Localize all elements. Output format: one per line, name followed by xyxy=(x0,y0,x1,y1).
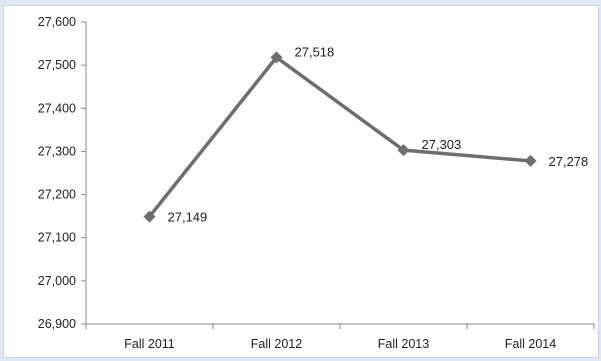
line-chart: 26,900 27,000 27,100 27,200 27,300 27,400 27,5… xyxy=(38,15,595,351)
data-point-marker xyxy=(524,154,537,167)
data-point-marker xyxy=(270,51,283,64)
y-tick-label: 27,100 xyxy=(38,231,76,245)
y-axis-ticks: 26,900 27,000 27,100 27,200 27,300 27,400 27,5… xyxy=(38,15,86,331)
series-line-path xyxy=(148,55,531,218)
x-tick-label: Fall 2012 xyxy=(251,337,302,351)
y-tick-label: 27,200 xyxy=(38,188,76,202)
x-tick-label: Fall 2013 xyxy=(378,337,429,351)
data-label: 27,278 xyxy=(549,154,589,169)
x-tick-label: Fall 2011 xyxy=(124,337,175,351)
y-tick-label: 27,000 xyxy=(38,274,76,288)
data-label: 27,303 xyxy=(422,137,462,152)
series-line xyxy=(148,55,531,218)
y-tick-label: 27,300 xyxy=(38,144,76,158)
y-tick-label: 27,500 xyxy=(38,58,76,72)
axes xyxy=(85,22,594,325)
data-labels: 27,149 27,518 27,303 27,278 xyxy=(168,44,589,224)
data-label: 27,518 xyxy=(295,44,335,59)
data-point-marker xyxy=(143,210,156,223)
chart-frame: 26,900 27,000 27,100 27,200 27,300 27,400 27,5… xyxy=(4,6,598,357)
y-tick-label: 27,400 xyxy=(38,101,76,115)
y-tick-label: 27,600 xyxy=(38,15,76,29)
y-tick-label: 26,900 xyxy=(38,317,76,331)
series-markers xyxy=(143,51,537,223)
x-axis-ticks: Fall 2011 Fall 2012 Fall 2013 Fall 2014 xyxy=(85,324,595,351)
data-point-marker xyxy=(397,144,410,157)
x-tick-label: Fall 2014 xyxy=(505,337,556,351)
data-label: 27,149 xyxy=(168,210,208,225)
